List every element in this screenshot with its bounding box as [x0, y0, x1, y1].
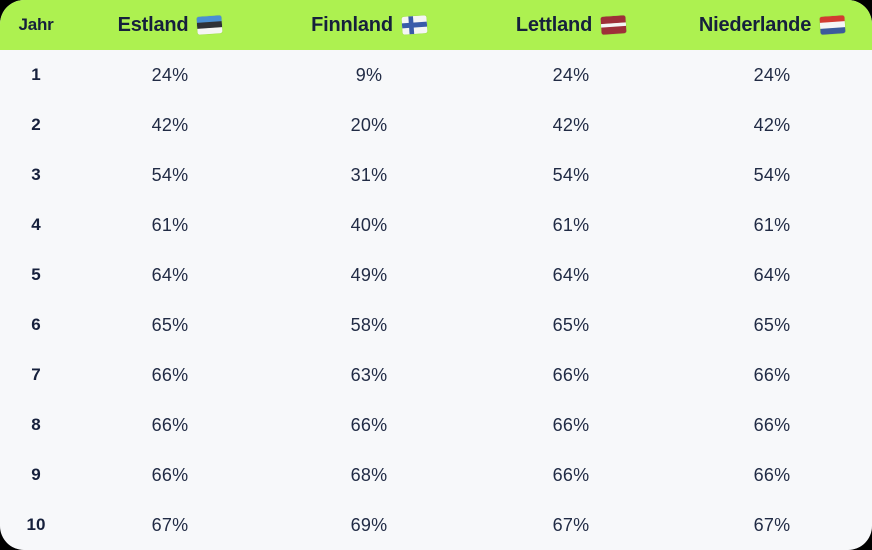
- year-cell: 8: [31, 415, 41, 434]
- value-cell-estland: 66%: [151, 414, 189, 435]
- table-row: 2 42% 20% 42% 42%: [0, 100, 872, 150]
- value-cell-lettland: 66%: [552, 464, 590, 485]
- value-cell-niederlande: 65%: [753, 314, 791, 335]
- header-label-lettland: Lettland: [515, 13, 593, 36]
- value-cell-niederlande: 54%: [753, 164, 791, 185]
- value-cell-finnland: 31%: [350, 164, 388, 185]
- value-cell-finnland: 69%: [350, 514, 388, 535]
- latvia-flag-icon: [600, 15, 627, 35]
- estonia-flag-icon: [196, 15, 224, 35]
- value-cell-finnland: 49%: [350, 264, 388, 285]
- year-cell: 9: [31, 465, 41, 484]
- table-header-row: Jahr Estland Finnland Lettland Niederlande: [0, 0, 872, 50]
- value-cell-estland: 66%: [151, 364, 189, 385]
- value-cell-lettland: 66%: [552, 364, 590, 385]
- value-cell-estland: 64%: [151, 264, 189, 285]
- value-cell-estland: 61%: [151, 214, 189, 235]
- header-label-niederlande: Niederlande: [698, 13, 812, 36]
- value-cell-lettland: 42%: [552, 114, 590, 135]
- header-label-finnland: Finnland: [311, 13, 393, 36]
- value-cell-lettland: 54%: [552, 164, 590, 185]
- table-row: 7 66% 63% 66% 66%: [0, 350, 872, 400]
- value-cell-estland: 24%: [151, 64, 189, 85]
- table-row: 9 66% 68% 66% 66%: [0, 450, 872, 500]
- value-cell-finnland: 58%: [350, 314, 388, 335]
- year-cell: 4: [31, 215, 41, 234]
- value-cell-finnland: 63%: [350, 364, 388, 385]
- header-jahr: Jahr: [18, 15, 54, 34]
- table-row: 3 54% 31% 54% 54%: [0, 150, 872, 200]
- finland-flag-icon: [401, 15, 428, 35]
- value-cell-lettland: 66%: [552, 414, 590, 435]
- table-row: 10 67% 69% 67% 67%: [0, 500, 872, 550]
- table-row: 8 66% 66% 66% 66%: [0, 400, 872, 450]
- value-cell-lettland: 67%: [552, 514, 590, 535]
- value-cell-estland: 54%: [151, 164, 189, 185]
- value-cell-niederlande: 66%: [753, 464, 791, 485]
- value-cell-finnland: 66%: [350, 414, 388, 435]
- value-cell-niederlande: 42%: [753, 114, 791, 135]
- year-cell: 7: [31, 365, 41, 384]
- year-cell: 10: [26, 515, 46, 534]
- value-cell-estland: 67%: [151, 514, 189, 535]
- year-cell: 6: [31, 315, 41, 334]
- value-cell-estland: 66%: [151, 464, 189, 485]
- table-row: 5 64% 49% 64% 64%: [0, 250, 872, 300]
- header-finnland: Finnland: [268, 0, 470, 50]
- netherlands-flag-icon: [819, 15, 846, 35]
- table-row: 4 61% 40% 61% 61%: [0, 200, 872, 250]
- value-cell-niederlande: 64%: [753, 264, 791, 285]
- value-cell-lettland: 61%: [552, 214, 590, 235]
- header-estland: Estland: [72, 0, 268, 50]
- value-cell-finnland: 68%: [350, 464, 388, 485]
- header-niederlande: Niederlande: [672, 0, 872, 50]
- value-cell-estland: 42%: [151, 114, 189, 135]
- value-cell-niederlande: 66%: [753, 364, 791, 385]
- header-lettland: Lettland: [470, 0, 672, 50]
- value-cell-niederlande: 61%: [753, 214, 791, 235]
- value-cell-lettland: 65%: [552, 314, 590, 335]
- value-cell-lettland: 64%: [552, 264, 590, 285]
- value-cell-finnland: 9%: [355, 64, 383, 85]
- value-cell-niederlande: 67%: [753, 514, 791, 535]
- header-label-estland: Estland: [117, 13, 189, 36]
- table-row: 1 24% 9% 24% 24%: [0, 50, 872, 100]
- value-cell-niederlande: 66%: [753, 414, 791, 435]
- value-cell-niederlande: 24%: [753, 64, 791, 85]
- value-cell-finnland: 40%: [350, 214, 388, 235]
- year-cell: 1: [31, 65, 41, 84]
- value-cell-finnland: 20%: [350, 114, 388, 135]
- year-cell: 2: [31, 115, 41, 134]
- year-cell: 3: [31, 165, 41, 184]
- year-cell: 5: [31, 265, 41, 284]
- table-row: 6 65% 58% 65% 65%: [0, 300, 872, 350]
- value-cell-estland: 65%: [151, 314, 189, 335]
- value-cell-lettland: 24%: [552, 64, 590, 85]
